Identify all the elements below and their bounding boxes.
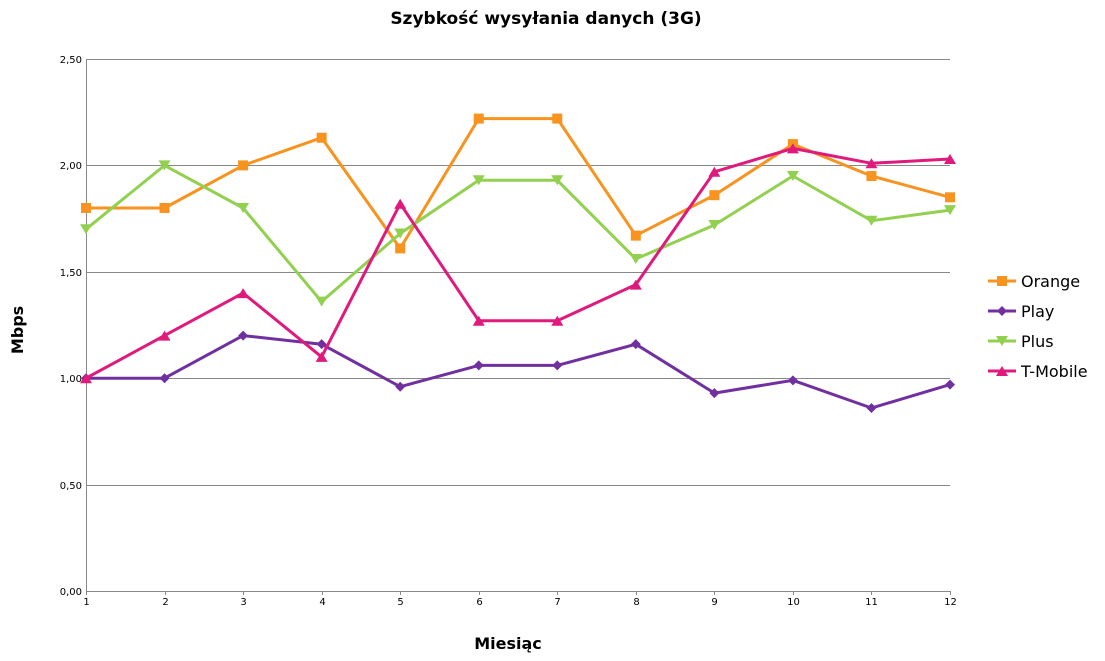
legend-marker <box>997 276 1007 286</box>
legend-label: Play <box>1021 302 1054 321</box>
x-tick-label: 6 <box>476 597 482 608</box>
data-point-t-mobile <box>786 143 799 154</box>
x-tick-label: 10 <box>787 597 800 608</box>
data-point-plus <box>394 228 407 239</box>
x-tick-label: 2 <box>162 597 168 608</box>
data-point-play <box>395 381 406 392</box>
series-t-mobile <box>80 143 956 384</box>
data-point-play <box>866 402 877 413</box>
legend-item-orange: Orange <box>988 272 1080 291</box>
x-axis-title: Miesiąc <box>474 634 542 653</box>
legend-label: Plus <box>1021 332 1054 351</box>
legend: Orange Play Plus T-Mobile <box>988 272 1088 381</box>
series-plus <box>80 160 956 307</box>
data-point-plus <box>629 254 642 265</box>
data-point-orange <box>552 113 563 124</box>
data-point-play <box>787 375 798 386</box>
data-point-t-mobile <box>237 288 250 299</box>
data-point-orange <box>473 113 484 124</box>
data-point-plus <box>708 219 721 230</box>
data-point-t-mobile <box>472 315 485 326</box>
grid <box>86 59 950 592</box>
data-point-t-mobile <box>551 315 564 326</box>
data-point-plus <box>158 160 171 171</box>
x-tick-label: 1 <box>83 597 89 608</box>
data-point-orange <box>709 190 720 201</box>
data-point-play <box>945 379 955 390</box>
x-tick-label: 9 <box>711 597 717 608</box>
data-point-t-mobile <box>315 351 328 362</box>
data-point-t-mobile <box>865 158 878 169</box>
x-tick-label: 12 <box>944 597 957 608</box>
data-point-plus <box>551 175 564 186</box>
y-axis-title: Mbps <box>8 306 27 354</box>
data-point-orange <box>866 171 877 182</box>
data-point-plus <box>315 296 328 307</box>
x-tick-label: 8 <box>633 597 639 608</box>
x-tick-label: 5 <box>397 597 403 608</box>
data-point-t-mobile <box>394 198 407 209</box>
data-point-t-mobile <box>158 330 171 341</box>
data-point-play <box>238 330 249 341</box>
data-point-orange <box>316 132 327 143</box>
series-orange <box>81 113 955 254</box>
data-point-plus <box>237 202 250 213</box>
chart-title: Szybkość wysyłania danych (3G) <box>390 9 701 29</box>
y-tick-label: 0,50 <box>60 481 82 492</box>
x-tick-label: 11 <box>865 597 878 608</box>
data-point-t-mobile <box>629 279 642 290</box>
data-point-plus <box>865 215 878 226</box>
y-tick-label: 2,00 <box>60 161 82 172</box>
legend-label: T-Mobile <box>1020 362 1088 381</box>
y-tick-label: 1,00 <box>60 374 82 385</box>
x-tick-label: 7 <box>554 597 560 608</box>
data-point-play <box>709 388 720 399</box>
data-point-play <box>316 339 327 350</box>
legend-marker <box>996 366 1008 376</box>
series-line-orange <box>84 117 952 250</box>
legend-label: Orange <box>1021 272 1080 291</box>
data-point-t-mobile <box>944 154 956 165</box>
data-point-t-mobile <box>708 166 721 177</box>
y-tick-label: 1,50 <box>60 268 82 279</box>
axes: 0,000,501,001,502,002,501 2 3 4 5 6 7 8 9 10 11 12 <box>60 55 957 608</box>
data-point-orange <box>81 202 91 213</box>
series-group <box>80 113 956 413</box>
data-point-orange <box>945 192 955 203</box>
data-point-orange <box>159 202 170 213</box>
data-point-plus <box>80 224 92 235</box>
data-point-orange <box>630 230 641 241</box>
legend-marker <box>997 306 1007 316</box>
data-point-plus <box>786 171 799 182</box>
data-point-plus <box>944 205 956 216</box>
data-point-play <box>159 373 170 384</box>
data-point-play <box>552 360 563 371</box>
y-tick-label: 2,50 <box>60 55 82 66</box>
y-tick-label: 0,00 <box>60 587 82 598</box>
x-tick-label: 4 <box>319 597 325 608</box>
data-point-play <box>473 360 484 371</box>
data-point-t-mobile <box>80 373 92 384</box>
series-play <box>81 330 955 413</box>
legend-item-plus: Plus <box>988 332 1054 351</box>
data-point-orange <box>238 160 249 171</box>
data-point-orange <box>395 243 406 254</box>
data-point-play <box>630 339 641 350</box>
legend-item-t-mobile: T-Mobile <box>988 362 1088 381</box>
series-line-plus <box>84 163 952 304</box>
data-point-plus <box>472 175 485 186</box>
series-line-play <box>84 334 952 410</box>
legend-marker <box>996 336 1008 346</box>
legend-item-play: Play <box>988 302 1054 321</box>
x-tick-label: 3 <box>240 597 246 608</box>
series-line-t-mobile <box>84 146 952 380</box>
